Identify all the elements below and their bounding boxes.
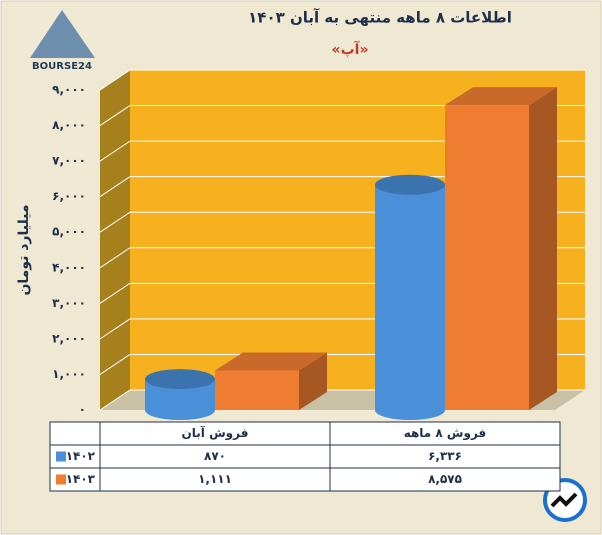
y-tick-label: ۸,۰۰۰ — [52, 118, 86, 132]
y-tick-label: ۲,۰۰۰ — [52, 331, 86, 345]
legend-label: ۱۴۰۳ — [66, 472, 96, 486]
bar-base — [375, 400, 445, 420]
y-tick-label: ۶,۰۰۰ — [52, 189, 86, 203]
table — [49, 421, 561, 492]
bar-base — [145, 400, 215, 420]
legend-swatch — [56, 474, 66, 485]
value-label: ۶,۳۳۶ — [428, 449, 462, 463]
bar — [445, 105, 529, 410]
grid-line-side — [99, 176, 131, 198]
grid-line-side — [99, 389, 131, 411]
bar-side — [529, 87, 557, 410]
y-tick-label: ۱,۰۰۰ — [52, 367, 86, 381]
bar — [215, 370, 299, 410]
legend-swatch — [56, 451, 66, 462]
grid-line-side — [99, 140, 131, 162]
bar-top — [145, 369, 215, 390]
legend-label: ۱۴۰۲ — [66, 449, 96, 463]
grid-line-side — [99, 247, 131, 269]
y-tick-label: ۳,۰۰۰ — [52, 296, 86, 310]
y-tick-label: ۵,۰۰۰ — [52, 225, 86, 239]
y-tick-label: ۷,۰۰۰ — [52, 154, 86, 168]
value-label: ۱,۱۱۱ — [198, 472, 232, 486]
bar-top — [375, 174, 445, 195]
y-tick-label: ۹,۰۰۰ — [52, 83, 86, 97]
x-tick-label: فروش آبان — [182, 425, 249, 441]
value-label: ۸۷۰ — [204, 449, 226, 463]
bar-top — [215, 352, 327, 371]
chart-title: اطلاعات ۸ ماهه منتهی به آبان ۱۴۰۳ — [248, 9, 512, 27]
grid-line-side — [99, 318, 131, 340]
value-label: ۸,۵۷۵ — [428, 472, 462, 486]
chart-subtitle: «آپ» — [332, 40, 369, 58]
y-tick-label: ۰ — [79, 403, 86, 417]
x-tick-label: فروش ۸ ماهه — [404, 426, 487, 441]
logo: BOURSE24 — [30, 10, 95, 72]
grid-line-side — [99, 69, 131, 91]
y-axis-label: میلیارد تومان — [16, 204, 32, 295]
corner-logo-arrow — [550, 492, 578, 508]
logo-mark — [30, 10, 95, 58]
grid-line-side — [99, 211, 131, 233]
side-wall — [100, 70, 130, 410]
grid-line-side — [99, 282, 131, 304]
grid-line-side — [99, 105, 131, 126]
brand: BOURSE24 — [32, 61, 92, 72]
grid-line-side — [99, 354, 131, 375]
bar-top — [445, 87, 557, 106]
y-tick-label: ۴,۰۰۰ — [52, 260, 86, 274]
bar-side — [299, 352, 327, 410]
bar — [375, 184, 445, 410]
